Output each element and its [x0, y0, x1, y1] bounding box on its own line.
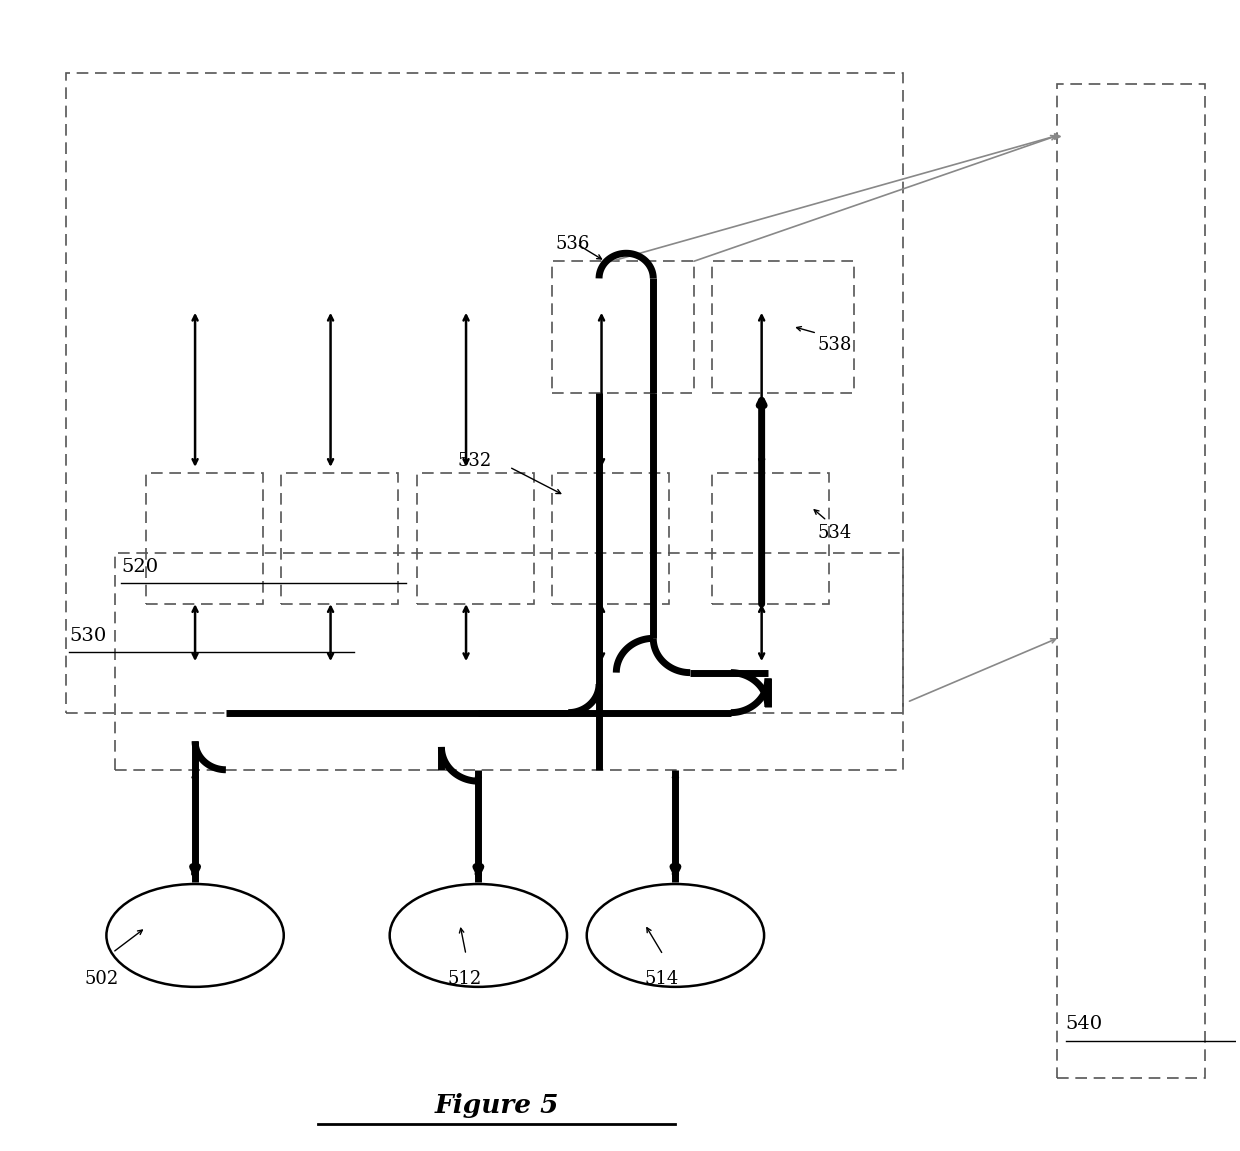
Text: 532: 532 — [458, 452, 492, 470]
Text: 530: 530 — [69, 627, 107, 645]
Bar — [1058, 84, 1205, 1078]
Ellipse shape — [107, 884, 284, 986]
Text: 512: 512 — [448, 970, 482, 988]
Text: 540: 540 — [1066, 1015, 1104, 1034]
Text: 502: 502 — [84, 970, 119, 988]
Bar — [552, 261, 694, 392]
Text: 520: 520 — [122, 558, 159, 577]
Bar — [115, 552, 903, 770]
Bar — [712, 473, 830, 604]
Text: 538: 538 — [817, 336, 852, 353]
Bar — [552, 473, 670, 604]
Text: 514: 514 — [645, 970, 678, 988]
Text: Figure 5: Figure 5 — [434, 1093, 559, 1119]
Bar — [417, 473, 533, 604]
Ellipse shape — [389, 884, 567, 986]
Bar — [281, 473, 398, 604]
Text: 534: 534 — [817, 524, 852, 542]
Text: 536: 536 — [556, 235, 590, 253]
Bar — [146, 473, 263, 604]
Bar — [66, 73, 903, 712]
Bar — [712, 261, 854, 392]
Ellipse shape — [587, 884, 764, 986]
